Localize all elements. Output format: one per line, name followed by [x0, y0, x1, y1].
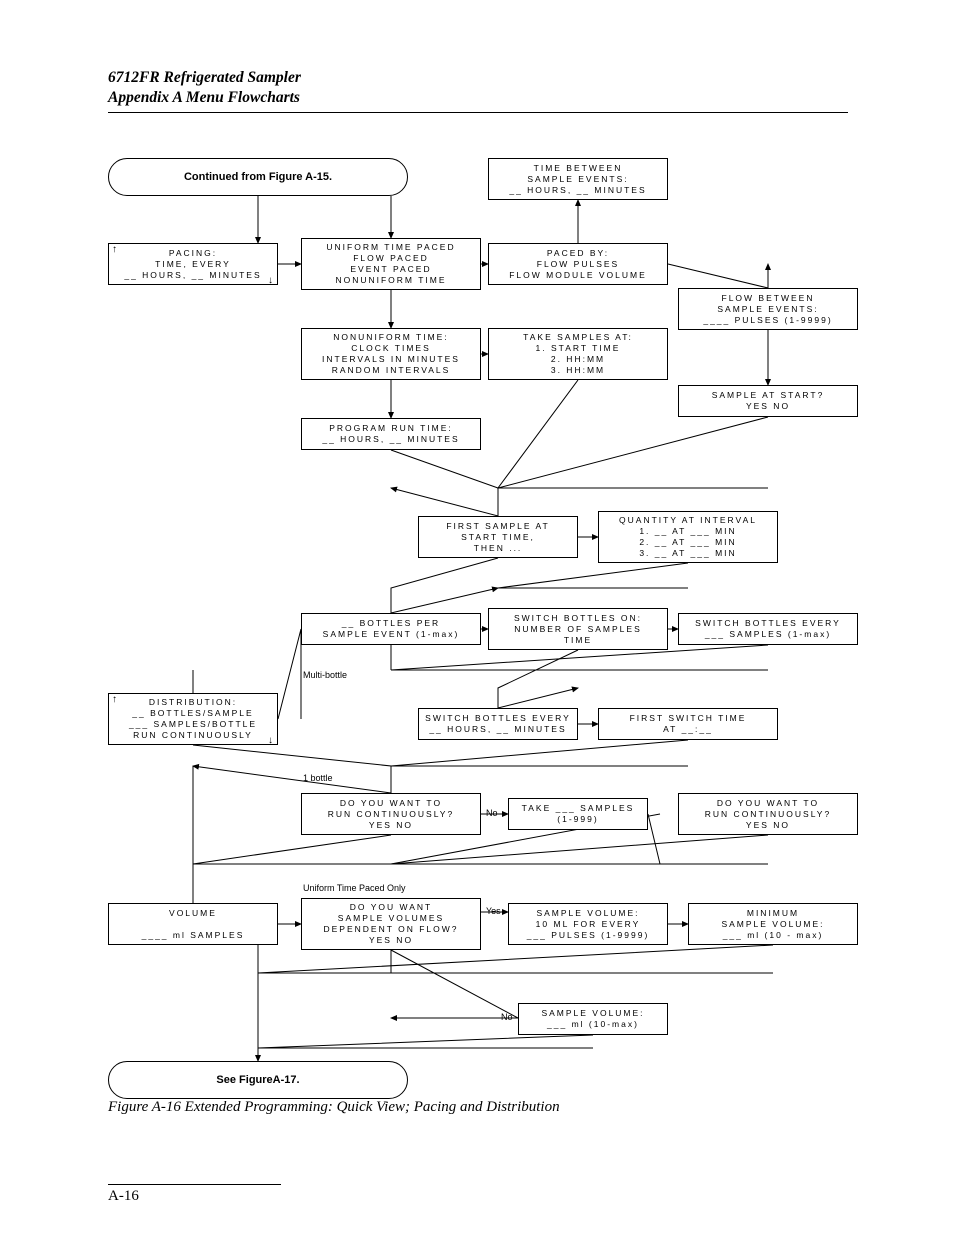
- node-label: PROGRAM RUN TIME:__ HOURS, __ MINUTES: [322, 423, 459, 445]
- connector: [668, 264, 768, 288]
- node-label: SAMPLE VOLUME:10 ML FOR EVERY___ PULSES …: [527, 908, 650, 941]
- node-b_samp_vol_dep: DO YOU WANTSAMPLE VOLUMESDEPENDENT ON FL…: [301, 898, 481, 950]
- connector: [391, 950, 518, 1018]
- node-label: NONUNIFORM TIME:CLOCK TIMESINTERVALS IN …: [322, 332, 460, 376]
- node-b_take_samples: TAKE SAMPLES AT:1. START TIME2. HH:MM3. …: [488, 328, 668, 380]
- figure-caption: Figure A-16 Extended Programming: Quick …: [108, 1099, 560, 1116]
- node-b_min_samp_vol: MINIMUMSAMPLE VOLUME:___ ml (10 - max): [688, 903, 858, 945]
- node-label: TIME BETWEENSAMPLE EVENTS:__ HOURS, __ M…: [509, 163, 646, 196]
- node-label: VOLUME ____ ml SAMPLES: [142, 908, 245, 941]
- node-b_nonuniform: NONUNIFORM TIME:CLOCK TIMESINTERVALS IN …: [301, 328, 481, 380]
- node-b_qty_interval: QUANTITY AT INTERVAL1. __ AT ___ MIN2. _…: [598, 511, 778, 563]
- edge-label-one_bottle: 1 bottle: [303, 773, 333, 783]
- node-label: See FigureA-17.: [216, 1075, 299, 1086]
- page-number: A-16: [108, 1188, 139, 1205]
- node-b_volume: VOLUME ____ ml SAMPLES: [108, 903, 278, 945]
- edge-label-no2: No: [501, 1012, 513, 1022]
- node-b_prog_runtime: PROGRAM RUN TIME:__ HOURS, __ MINUTES: [301, 418, 481, 450]
- node-label: DO YOU WANT TORUN CONTINUOUSLY?YES NO: [705, 798, 831, 831]
- node-b_distribution: DISTRIBUTION:__ BOTTLES/SAMPLE___ SAMPLE…: [108, 693, 278, 745]
- node-label: PACED BY:FLOW PULSESFLOW MODULE VOLUME: [509, 248, 647, 281]
- node-label: QUANTITY AT INTERVAL1. __ AT ___ MIN2. _…: [619, 515, 757, 559]
- node-label: SWITCH BOTTLES ON:NUMBER OF SAMPLESTIME: [514, 613, 642, 646]
- node-label: TAKE SAMPLES AT:1. START TIME2. HH:MM3. …: [523, 332, 633, 376]
- connector: [391, 740, 688, 766]
- footer-rule: [108, 1184, 281, 1185]
- connector: [391, 450, 498, 516]
- page: 6712FR Refrigerated Sampler Appendix A M…: [0, 0, 954, 1235]
- connector: [193, 835, 391, 864]
- node-b_time_between: TIME BETWEENSAMPLE EVENTS:__ HOURS, __ M…: [488, 158, 668, 200]
- node-label: DO YOU WANTSAMPLE VOLUMESDEPENDENT ON FL…: [323, 902, 458, 946]
- node-b_sample_start: SAMPLE AT START?YES NO: [678, 385, 858, 417]
- quickview-arrow-icon: ↓: [268, 736, 273, 746]
- header-rule: [108, 112, 848, 113]
- node-b_run_cont1: DO YOU WANT TORUN CONTINUOUSLY?YES NO: [301, 793, 481, 835]
- quickview-arrow-icon: ↑: [112, 695, 117, 705]
- edge-label-yes1: Yes: [486, 906, 501, 916]
- quickview-arrow-icon: ↑: [112, 245, 117, 255]
- node-b_switch_every_s: SWITCH BOTTLES EVERY___ SAMPLES (1-max): [678, 613, 858, 645]
- connector: [391, 558, 498, 613]
- node-terminator-bottom: See FigureA-17.: [108, 1061, 408, 1099]
- connector: [258, 1035, 593, 1048]
- header-title: 6712FR Refrigerated Sampler: [108, 68, 848, 88]
- connector: [278, 629, 301, 719]
- node-label: UNIFORM TIME PACEDFLOW PACEDEVENT PACEDN…: [326, 242, 455, 286]
- node-label: MINIMUMSAMPLE VOLUME:___ ml (10 - max): [721, 908, 824, 941]
- node-label: SWITCH BOTTLES EVERY__ HOURS, __ MINUTES: [425, 713, 571, 735]
- node-label: FIRST SWITCH TIMEAT __:__: [630, 713, 747, 735]
- node-label: SWITCH BOTTLES EVERY___ SAMPLES (1-max): [695, 618, 841, 640]
- node-label: DISTRIBUTION:__ BOTTLES/SAMPLE___ SAMPLE…: [129, 697, 257, 741]
- header-subtitle: Appendix A Menu Flowcharts: [108, 88, 848, 108]
- node-label: DO YOU WANT TORUN CONTINUOUSLY?YES NO: [328, 798, 454, 831]
- edge-label-no1: No: [486, 808, 498, 818]
- edge-label-multi_bottle: Multi-bottle: [303, 670, 347, 680]
- edge-label-utp_only: Uniform Time Paced Only: [303, 883, 406, 893]
- node-b_switch_on: SWITCH BOTTLES ON:NUMBER OF SAMPLESTIME: [488, 608, 668, 650]
- node-b_first_switch: FIRST SWITCH TIMEAT __:__: [598, 708, 778, 740]
- node-b_run_cont2: DO YOU WANT TORUN CONTINUOUSLY?YES NO: [678, 793, 858, 835]
- node-b_flow_between: FLOW BETWEENSAMPLE EVENTS:____ PULSES (1…: [678, 288, 858, 330]
- connector: [498, 417, 768, 488]
- connector: [498, 563, 688, 588]
- node-label: __ BOTTLES PERSAMPLE EVENT (1-max): [323, 618, 460, 640]
- node-b_switch_every_t: SWITCH BOTTLES EVERY__ HOURS, __ MINUTES: [418, 708, 578, 740]
- page-header: 6712FR Refrigerated Sampler Appendix A M…: [108, 68, 848, 113]
- node-b_paced_by: PACED BY:FLOW PULSESFLOW MODULE VOLUME: [488, 243, 668, 285]
- node-label: SAMPLE AT START?YES NO: [712, 390, 825, 412]
- flowchart: Continued from Figure A-15. See FigureA-1…: [108, 148, 878, 1088]
- node-b_bottles_per: __ BOTTLES PERSAMPLE EVENT (1-max): [301, 613, 481, 645]
- connector: [391, 835, 768, 864]
- node-b_first_sample: FIRST SAMPLE ATSTART TIME,THEN ...: [418, 516, 578, 558]
- node-b_take_samp: TAKE ___ SAMPLES(1-999): [508, 798, 648, 830]
- node-terminator-top: Continued from Figure A-15.: [108, 158, 408, 196]
- node-b_samp_vol10: SAMPLE VOLUME:10 ML FOR EVERY___ PULSES …: [508, 903, 668, 945]
- node-b_uniform: UNIFORM TIME PACEDFLOW PACEDEVENT PACEDN…: [301, 238, 481, 290]
- node-label: FIRST SAMPLE ATSTART TIME,THEN ...: [446, 521, 549, 554]
- connector: [498, 380, 578, 488]
- quickview-arrow-icon: ↓: [268, 276, 273, 286]
- node-label: TAKE ___ SAMPLES(1-999): [522, 803, 635, 825]
- node-b_samp_vol: SAMPLE VOLUME:___ ml (10-max): [518, 1003, 668, 1035]
- connector: [193, 745, 391, 793]
- node-label: SAMPLE VOLUME:___ ml (10-max): [541, 1008, 644, 1030]
- node-label: PACING:TIME, EVERY__ HOURS, __ MINUTES: [124, 248, 261, 281]
- connector: [498, 650, 578, 708]
- node-label: Continued from Figure A-15.: [184, 172, 332, 183]
- node-label: FLOW BETWEENSAMPLE EVENTS:____ PULSES (1…: [703, 293, 832, 326]
- node-b_pacing: PACING:TIME, EVERY__ HOURS, __ MINUTES: [108, 243, 278, 285]
